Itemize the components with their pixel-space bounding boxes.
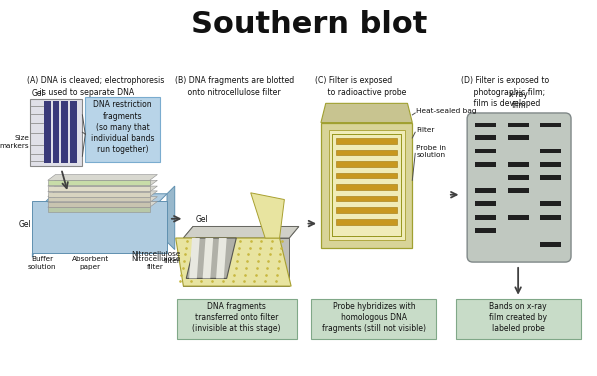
Polygon shape [251,193,284,238]
Polygon shape [321,123,413,248]
Polygon shape [216,238,227,278]
Bar [336,150,397,155]
Bar [336,173,397,178]
Bar [336,161,397,167]
Bar [540,215,561,220]
Bar [333,134,401,236]
Bar [475,135,496,140]
Text: Bands on x-ray
film created by
labeled probe: Bands on x-ray film created by labeled p… [489,302,547,333]
Bar [507,123,529,127]
Text: Southern blot: Southern blot [191,10,427,39]
Bar [328,130,405,240]
Text: (D) Filter is exposed to
     photographic film;
     film is developed: (D) Filter is exposed to photographic fi… [461,76,549,108]
Bar [540,242,561,247]
Bar [70,102,76,163]
Text: Size
markers: Size markers [0,135,29,149]
Bar [336,138,397,144]
Polygon shape [48,202,158,207]
Polygon shape [321,103,413,123]
Text: Gel: Gel [32,89,44,98]
Bar [44,102,51,163]
Text: (C) Filter is exposed
     to radioactive probe: (C) Filter is exposed to radioactive pro… [315,76,407,97]
Bar [540,202,561,206]
Polygon shape [48,186,158,192]
Bar [475,202,496,206]
Bar [53,102,59,163]
Text: Filter: Filter [416,127,435,133]
Bar [336,196,397,202]
Bar [507,162,529,167]
Text: Gel: Gel [19,220,32,229]
FancyBboxPatch shape [467,113,571,262]
Bar [48,180,150,185]
Bar [475,162,496,167]
Polygon shape [48,197,158,202]
Bar [336,184,397,190]
Bar [507,188,529,193]
Bar [48,202,150,207]
Polygon shape [48,191,158,197]
Bar [30,99,82,166]
Text: Probe hybridizes with
homologous DNA
fragments (still not visible): Probe hybridizes with homologous DNA fra… [322,302,426,333]
Polygon shape [183,238,289,286]
Text: DNA fragments
transferred onto filter
(invisible at this stage): DNA fragments transferred onto filter (i… [192,302,281,333]
Polygon shape [183,226,299,238]
Bar [333,134,401,236]
Polygon shape [183,226,299,238]
Bar [475,215,496,220]
Bar [311,299,436,339]
Bar [177,299,297,339]
Bar [336,219,397,224]
Polygon shape [202,238,213,278]
Text: Heat-sealed bag: Heat-sealed bag [416,108,476,114]
Text: DNA restriction
fragments
(so many that
individual bands
run together): DNA restriction fragments (so many that … [91,100,155,154]
Bar [48,197,150,202]
Bar [540,149,561,153]
Bar [48,186,150,191]
Bar [85,97,161,162]
Text: Absorbent
paper: Absorbent paper [72,256,109,270]
Polygon shape [46,194,167,202]
Bar [475,149,496,153]
Bar [48,207,150,212]
Polygon shape [48,180,158,186]
Bar [48,192,150,197]
Polygon shape [167,186,175,250]
Text: Buffer
solution: Buffer solution [27,256,56,270]
Bar [456,299,581,339]
Bar [61,102,68,163]
Polygon shape [32,202,167,253]
Text: (A) DNA is cleaved; electrophoresis
     is used to separate DNA: (A) DNA is cleaved; electrophoresis is u… [27,76,164,97]
Text: Nitrocellulose
filter: Nitrocellulose filter [131,250,180,264]
Text: Probe in
solution: Probe in solution [416,145,446,158]
Bar [540,123,561,127]
Polygon shape [189,238,200,278]
Polygon shape [32,202,46,257]
Text: (B) DNA fragments are blotted
     onto nitrocellulose filter: (B) DNA fragments are blotted onto nitro… [175,76,294,97]
Bar [475,188,496,193]
Polygon shape [48,174,158,180]
Text: x-ray
film: x-ray film [509,90,529,110]
Bar [540,176,561,180]
Text: Nitrocellulose
filter: Nitrocellulose filter [131,256,180,270]
Bar [507,176,529,180]
Bar [540,162,561,167]
Bar [336,207,397,213]
Polygon shape [186,238,236,278]
Polygon shape [176,238,291,286]
Bar [507,135,529,140]
Bar [507,215,529,220]
Bar [475,123,496,127]
Bar [475,228,496,233]
Text: Gel: Gel [196,215,208,224]
